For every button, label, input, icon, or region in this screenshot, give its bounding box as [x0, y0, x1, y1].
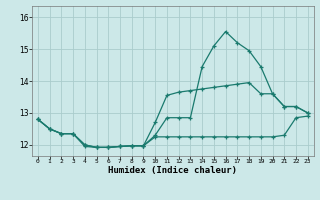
X-axis label: Humidex (Indice chaleur): Humidex (Indice chaleur)	[108, 166, 237, 175]
